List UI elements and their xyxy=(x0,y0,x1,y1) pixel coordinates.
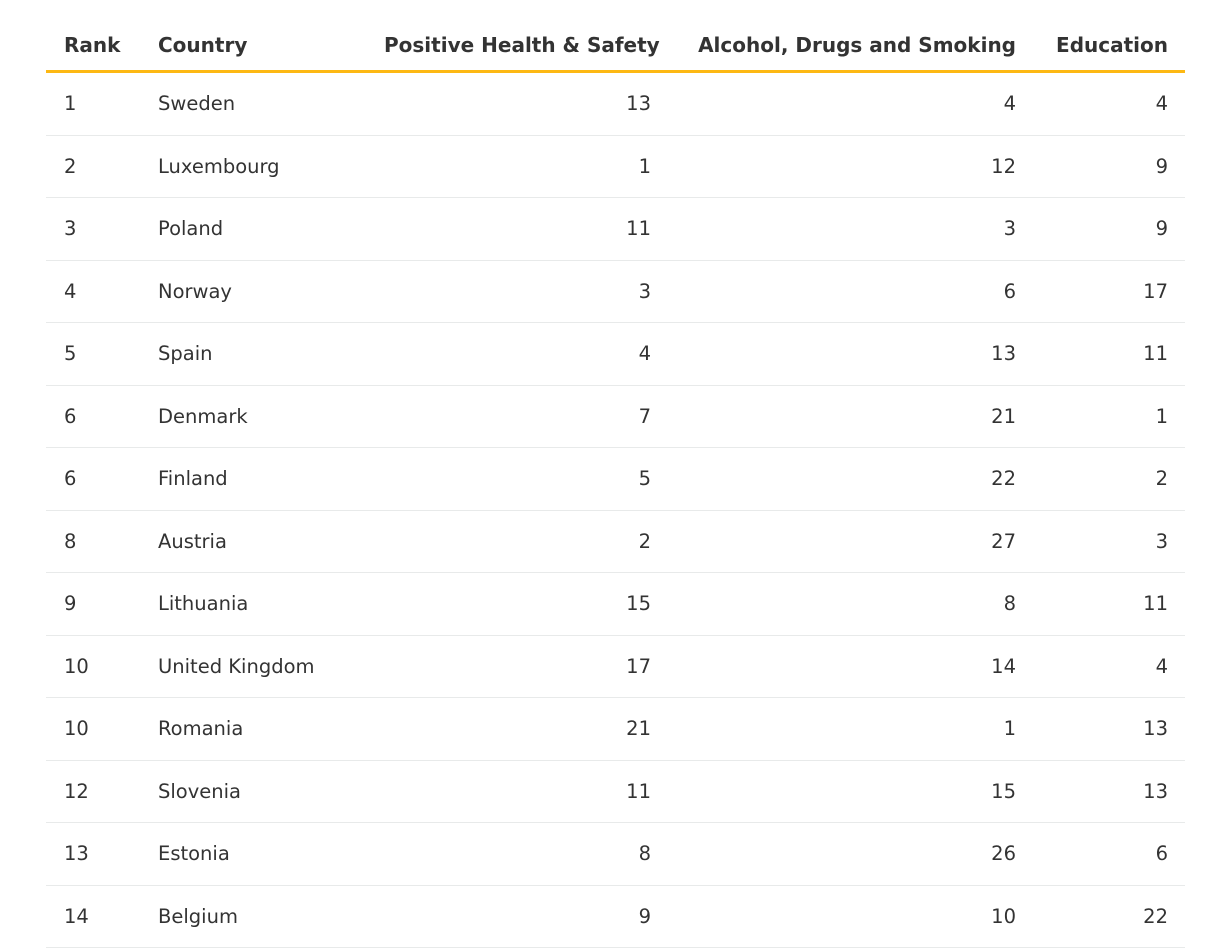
country-cell: Lithuania xyxy=(140,572,366,636)
positive-health-safety-cell: 9 xyxy=(366,885,668,948)
rank-cell: 3 xyxy=(46,197,140,261)
table-row: 6 Denmark 7 21 1 xyxy=(46,385,1185,448)
table-row: 1 Sweden 13 4 4 xyxy=(46,71,1185,136)
alcohol-drugs-smoking-cell: 13 xyxy=(668,322,1033,386)
education-cell: 9 xyxy=(1033,197,1185,261)
table-row: 2 Luxembourg 1 12 9 xyxy=(46,135,1185,198)
table-row: 4 Norway 3 6 17 xyxy=(46,260,1185,323)
education-cell: 13 xyxy=(1033,697,1185,761)
rank-cell: 13 xyxy=(46,822,140,886)
country-cell: Estonia xyxy=(140,822,366,886)
rank-cell: 10 xyxy=(46,635,140,698)
alcohol-drugs-smoking-cell: 26 xyxy=(668,822,1033,886)
header-positive-health-safety[interactable]: Positive Health & Safety xyxy=(366,20,668,73)
positive-health-safety-cell: 13 xyxy=(366,71,668,136)
table-row: 13 Estonia 8 26 6 xyxy=(46,822,1185,886)
country-cell: Finland xyxy=(140,447,366,511)
table-header-row: Rank Country Positive Health & Safety Al… xyxy=(46,20,1185,73)
positive-health-safety-cell: 8 xyxy=(366,822,668,886)
table-row: 12 Slovenia 11 15 13 xyxy=(46,760,1185,823)
country-cell: Norway xyxy=(140,260,366,323)
education-cell: 13 xyxy=(1033,760,1185,823)
education-cell: 22 xyxy=(1033,885,1185,948)
table-row: 8 Austria 2 27 3 xyxy=(46,510,1185,573)
rank-cell: 4 xyxy=(46,260,140,323)
rank-cell: 2 xyxy=(46,135,140,198)
alcohol-drugs-smoking-cell: 4 xyxy=(668,71,1033,136)
positive-health-safety-cell: 15 xyxy=(366,572,668,636)
education-cell: 1 xyxy=(1033,385,1185,448)
alcohol-drugs-smoking-cell: 8 xyxy=(668,572,1033,636)
header-alcohol-drugs-smoking[interactable]: Alcohol, Drugs and Smoking xyxy=(668,20,1033,73)
rank-cell: 14 xyxy=(46,885,140,948)
rank-cell: 6 xyxy=(46,447,140,511)
positive-health-safety-cell: 17 xyxy=(366,635,668,698)
country-cell: Austria xyxy=(140,510,366,573)
table-row: 10 Romania 21 1 13 xyxy=(46,697,1185,761)
positive-health-safety-cell: 5 xyxy=(366,447,668,511)
country-cell: Poland xyxy=(140,197,366,261)
table-row: 3 Poland 11 3 9 xyxy=(46,197,1185,261)
alcohol-drugs-smoking-cell: 12 xyxy=(668,135,1033,198)
alcohol-drugs-smoking-cell: 6 xyxy=(668,260,1033,323)
rank-cell: 5 xyxy=(46,322,140,386)
alcohol-drugs-smoking-cell: 3 xyxy=(668,197,1033,261)
country-cell: Spain xyxy=(140,322,366,386)
positive-health-safety-cell: 2 xyxy=(366,510,668,573)
positive-health-safety-cell: 7 xyxy=(366,385,668,448)
education-cell: 6 xyxy=(1033,822,1185,886)
education-cell: 4 xyxy=(1033,71,1185,136)
table-row: 6 Finland 5 22 2 xyxy=(46,447,1185,511)
country-cell: Denmark xyxy=(140,385,366,448)
table-row: 10 United Kingdom 17 14 4 xyxy=(46,635,1185,698)
country-cell: Luxembourg xyxy=(140,135,366,198)
country-ranking-table: Rank Country Positive Health & Safety Al… xyxy=(46,20,1185,948)
rank-cell: 6 xyxy=(46,385,140,448)
country-cell: Romania xyxy=(140,697,366,761)
country-cell: United Kingdom xyxy=(140,635,366,698)
rank-cell: 12 xyxy=(46,760,140,823)
positive-health-safety-cell: 1 xyxy=(366,135,668,198)
education-cell: 2 xyxy=(1033,447,1185,511)
table-row: 9 Lithuania 15 8 11 xyxy=(46,572,1185,636)
alcohol-drugs-smoking-cell: 14 xyxy=(668,635,1033,698)
rank-cell: 9 xyxy=(46,572,140,636)
positive-health-safety-cell: 21 xyxy=(366,697,668,761)
alcohol-drugs-smoking-cell: 21 xyxy=(668,385,1033,448)
positive-health-safety-cell: 11 xyxy=(366,760,668,823)
table-row: 14 Belgium 9 10 22 xyxy=(46,885,1185,948)
rank-cell: 10 xyxy=(46,697,140,761)
education-cell: 17 xyxy=(1033,260,1185,323)
education-cell: 4 xyxy=(1033,635,1185,698)
alcohol-drugs-smoking-cell: 22 xyxy=(668,447,1033,511)
alcohol-drugs-smoking-cell: 27 xyxy=(668,510,1033,573)
positive-health-safety-cell: 3 xyxy=(366,260,668,323)
alcohol-drugs-smoking-cell: 15 xyxy=(668,760,1033,823)
rank-cell: 8 xyxy=(46,510,140,573)
header-education[interactable]: Education xyxy=(1033,20,1185,73)
education-cell: 11 xyxy=(1033,572,1185,636)
education-cell: 3 xyxy=(1033,510,1185,573)
country-cell: Slovenia xyxy=(140,760,366,823)
positive-health-safety-cell: 11 xyxy=(366,197,668,261)
positive-health-safety-cell: 4 xyxy=(366,322,668,386)
alcohol-drugs-smoking-cell: 10 xyxy=(668,885,1033,948)
country-cell: Sweden xyxy=(140,71,366,136)
header-rank[interactable]: Rank xyxy=(46,20,140,73)
rank-cell: 1 xyxy=(46,71,140,136)
table-row: 5 Spain 4 13 11 xyxy=(46,322,1185,386)
header-country[interactable]: Country xyxy=(140,20,366,73)
education-cell: 9 xyxy=(1033,135,1185,198)
country-cell: Belgium xyxy=(140,885,366,948)
education-cell: 11 xyxy=(1033,322,1185,386)
alcohol-drugs-smoking-cell: 1 xyxy=(668,697,1033,761)
